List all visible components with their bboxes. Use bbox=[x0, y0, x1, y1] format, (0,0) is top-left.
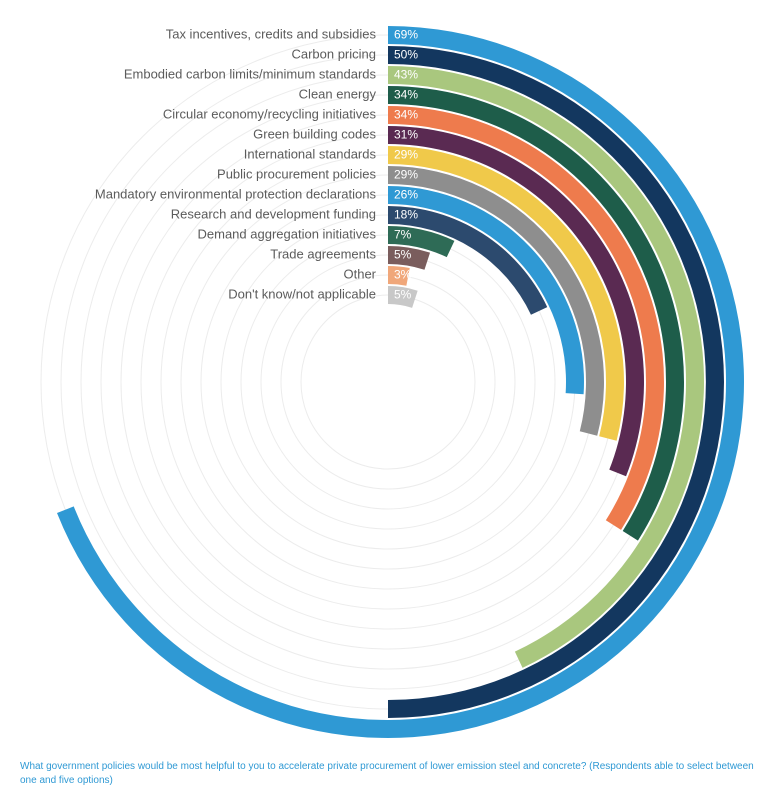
row-label: Embodied carbon limits/minimum standards bbox=[124, 66, 377, 81]
value-label: 31% bbox=[394, 128, 418, 142]
chart-svg: Tax incentives, credits and subsidies 69%… bbox=[0, 0, 776, 760]
row-label: International standards bbox=[244, 146, 377, 161]
value-label: 5% bbox=[394, 248, 412, 262]
grid-ring bbox=[281, 275, 495, 489]
chart-footnote: What government policies would be most h… bbox=[0, 760, 776, 800]
row-label: Public procurement policies bbox=[217, 166, 376, 181]
grid-ring bbox=[301, 295, 475, 469]
value-label: 43% bbox=[394, 68, 418, 82]
value-label: 34% bbox=[394, 88, 418, 102]
row-label: Circular economy/recycling initiatives bbox=[163, 106, 377, 121]
value-label: 26% bbox=[394, 188, 418, 202]
value-label: 5% bbox=[394, 288, 412, 302]
row-label: Green building codes bbox=[253, 126, 376, 141]
value-label: 34% bbox=[394, 108, 418, 122]
row-label: Research and development funding bbox=[171, 206, 376, 221]
radial-bar-chart: Tax incentives, credits and subsidies 69%… bbox=[0, 0, 776, 760]
value-label: 29% bbox=[394, 168, 418, 182]
row-label: Tax incentives, credits and subsidies bbox=[166, 26, 377, 41]
value-label: 29% bbox=[394, 148, 418, 162]
row-label: Mandatory environmental protection decla… bbox=[95, 186, 377, 201]
value-label: 50% bbox=[394, 48, 418, 62]
value-label: 69% bbox=[394, 28, 418, 42]
row-label: Carbon pricing bbox=[291, 46, 376, 61]
row-label: Trade agreements bbox=[270, 246, 376, 261]
value-label: 7% bbox=[394, 228, 412, 242]
row-label: Other bbox=[343, 266, 376, 281]
value-label: 18% bbox=[394, 208, 418, 222]
row-label: Clean energy bbox=[299, 86, 377, 101]
row-label: Don't know/not applicable bbox=[228, 286, 376, 301]
row-label: Demand aggregation initiatives bbox=[198, 226, 377, 241]
value-label: 3% bbox=[394, 268, 412, 282]
